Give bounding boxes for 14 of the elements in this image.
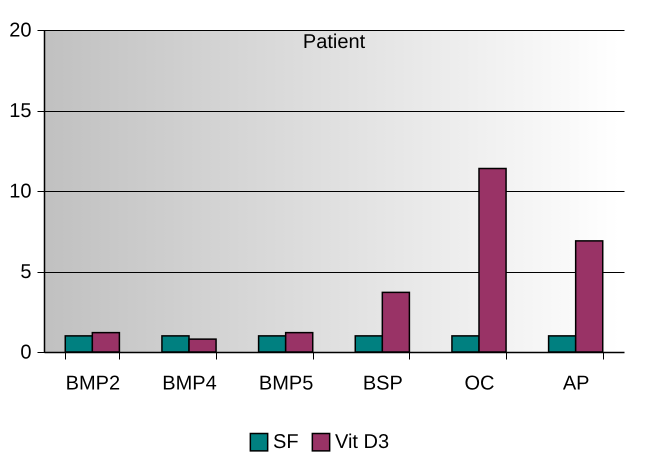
- y-tick-label: 5: [20, 261, 32, 283]
- x-tick-label: OC: [464, 372, 494, 394]
- x-tick-label: AP: [562, 372, 590, 394]
- y-tick-label: 15: [9, 100, 32, 122]
- y-tick-label: 20: [9, 20, 32, 42]
- x-tick-label: BMP4: [162, 372, 217, 394]
- x-tick-label: BMP5: [258, 372, 314, 394]
- legend-label: SF: [273, 431, 299, 454]
- chart-title: Patient: [302, 31, 366, 53]
- y-tick-label: 0: [20, 342, 32, 364]
- x-tick-label: BSP: [362, 372, 403, 394]
- x-tick-label: BMP2: [66, 372, 120, 394]
- y-tick-label: 10: [9, 180, 32, 202]
- legend-label: Vit D3: [335, 431, 390, 454]
